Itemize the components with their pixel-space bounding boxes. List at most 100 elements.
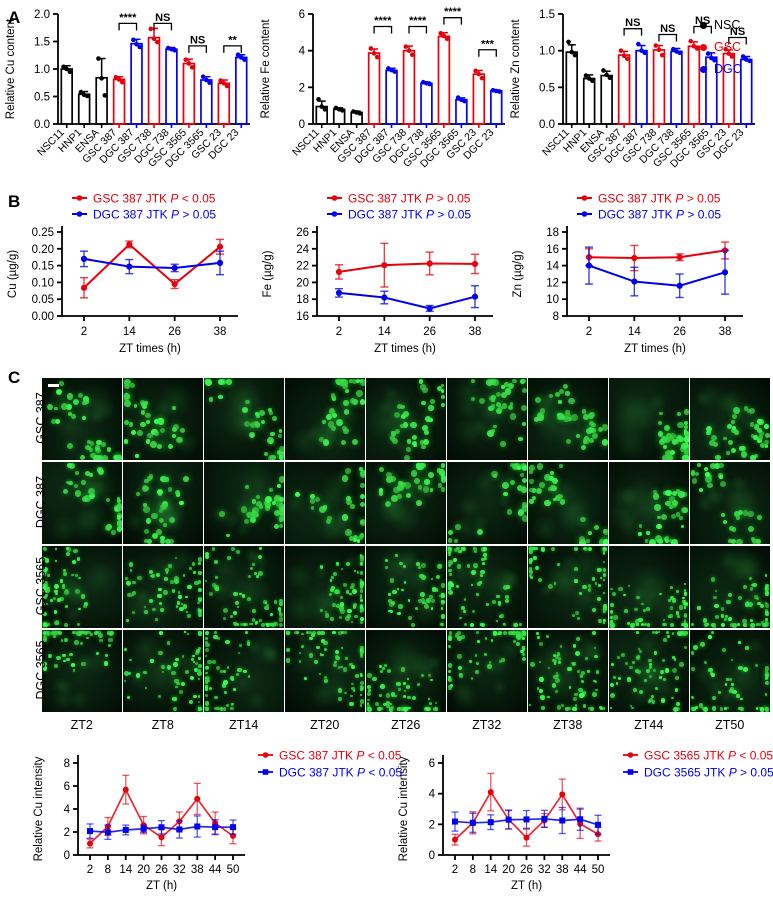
cell-fluorescence-spot — [160, 664, 165, 669]
data-point — [194, 795, 201, 802]
cell-fluorescence-spot — [733, 407, 740, 414]
cell-fluorescence-spot — [448, 581, 452, 586]
cell-fluorescence-spot — [707, 482, 713, 489]
cell-fluorescence-spot — [78, 607, 81, 611]
cell-fluorescence-spot — [646, 623, 651, 627]
cell-fluorescence-spot — [233, 621, 237, 625]
cell-fluorescence-spot — [587, 547, 593, 552]
background-haze — [483, 381, 511, 409]
background-haze — [377, 548, 409, 581]
cell-fluorescence-spot — [95, 455, 102, 460]
cell-fluorescence-spot — [342, 426, 348, 432]
cell-fluorescence-spot — [345, 657, 349, 661]
cell-fluorescence-spot — [359, 482, 365, 489]
cell-fluorescence-spot — [143, 506, 150, 513]
cell-fluorescence-spot — [205, 551, 209, 556]
micrograph-cell — [609, 378, 689, 460]
cell-fluorescence-spot — [540, 695, 545, 700]
cell-fluorescence-spot — [557, 653, 560, 657]
cell-fluorescence-spot — [395, 554, 398, 557]
cell-fluorescence-spot — [416, 682, 420, 686]
cell-fluorescence-spot — [251, 499, 257, 504]
cell-fluorescence-spot — [670, 586, 674, 590]
cell-fluorescence-spot — [691, 651, 695, 655]
cell-fluorescence-spot — [591, 432, 598, 439]
cell-fluorescence-spot — [730, 623, 735, 628]
data-point — [653, 43, 659, 48]
cell-fluorescence-spot — [239, 644, 243, 648]
cell-fluorescence-spot — [146, 420, 151, 424]
cell-fluorescence-spot — [648, 675, 652, 678]
cell-fluorescence-spot — [448, 560, 453, 565]
data-point — [469, 819, 476, 826]
background-haze — [377, 496, 407, 527]
data-point — [604, 72, 609, 78]
data-point — [80, 255, 88, 262]
cell-fluorescence-spot — [63, 572, 68, 576]
cell-fluorescence-spot — [683, 592, 688, 597]
cell-fluorescence-spot — [668, 599, 671, 602]
cell-fluorescence-spot — [79, 641, 84, 646]
cell-fluorescence-spot — [251, 618, 256, 622]
cell-fluorescence-spot — [755, 623, 760, 627]
cell-fluorescence-spot — [63, 659, 66, 663]
cell-fluorescence-spot — [722, 647, 727, 652]
background-haze — [452, 515, 481, 543]
cell-fluorescence-spot — [643, 623, 648, 627]
cell-fluorescence-spot — [582, 584, 587, 590]
background-haze — [654, 428, 686, 460]
cell-fluorescence-spot — [185, 610, 189, 613]
cell-fluorescence-spot — [328, 408, 335, 415]
cell-fluorescence-spot — [336, 562, 339, 565]
background-haze — [87, 408, 104, 425]
cell-fluorescence-spot — [485, 603, 489, 607]
micrograph-cell — [42, 546, 122, 628]
cell-fluorescence-spot — [515, 635, 520, 640]
cell-fluorescence-spot — [757, 418, 764, 426]
data-point — [87, 828, 93, 835]
cell-fluorescence-spot — [529, 547, 532, 551]
cell-fluorescence-spot — [175, 685, 178, 688]
cell-fluorescence-spot — [582, 704, 587, 708]
cell-fluorescence-spot — [182, 476, 189, 483]
cell-fluorescence-spot — [351, 686, 355, 691]
cell-fluorescence-spot — [651, 631, 655, 634]
cell-fluorescence-spot — [396, 587, 399, 591]
cell-fluorescence-spot — [385, 704, 390, 709]
cell-fluorescence-spot — [497, 603, 501, 607]
cell-fluorescence-spot — [267, 437, 275, 445]
cell-fluorescence-spot — [197, 631, 201, 635]
data-point — [452, 818, 458, 825]
cell-fluorescence-spot — [481, 623, 486, 627]
cell-fluorescence-spot — [665, 500, 672, 507]
cell-fluorescence-spot — [43, 666, 48, 671]
background-haze — [227, 388, 266, 428]
cell-fluorescence-spot — [592, 679, 596, 683]
cell-fluorescence-spot — [127, 592, 132, 598]
cell-fluorescence-spot — [764, 680, 769, 686]
cell-fluorescence-spot — [579, 693, 584, 698]
cell-fluorescence-spot — [596, 597, 602, 602]
cell-fluorescence-spot — [610, 707, 613, 710]
y-tick-label: 22 — [296, 261, 309, 273]
cell-fluorescence-spot — [45, 587, 51, 593]
background-haze — [324, 409, 347, 432]
cell-fluorescence-spot — [389, 577, 395, 583]
data-point — [566, 39, 571, 45]
y-tick-label: 12 — [546, 277, 559, 289]
cell-fluorescence-spot — [683, 592, 686, 595]
cell-fluorescence-spot — [359, 596, 363, 600]
cell-fluorescence-spot — [359, 471, 365, 478]
cell-fluorescence-spot — [683, 420, 689, 426]
cell-fluorescence-spot — [75, 631, 81, 636]
cell-fluorescence-spot — [557, 563, 560, 566]
cell-fluorescence-spot — [59, 596, 64, 601]
cell-fluorescence-spot — [559, 645, 562, 648]
data-point — [357, 111, 363, 116]
background-haze — [453, 378, 483, 407]
cell-fluorescence-spot — [726, 424, 732, 430]
cell-fluorescence-spot — [43, 595, 47, 600]
cell-fluorescence-spot — [529, 469, 533, 474]
cell-fluorescence-spot — [448, 538, 453, 543]
background-haze — [620, 485, 641, 507]
